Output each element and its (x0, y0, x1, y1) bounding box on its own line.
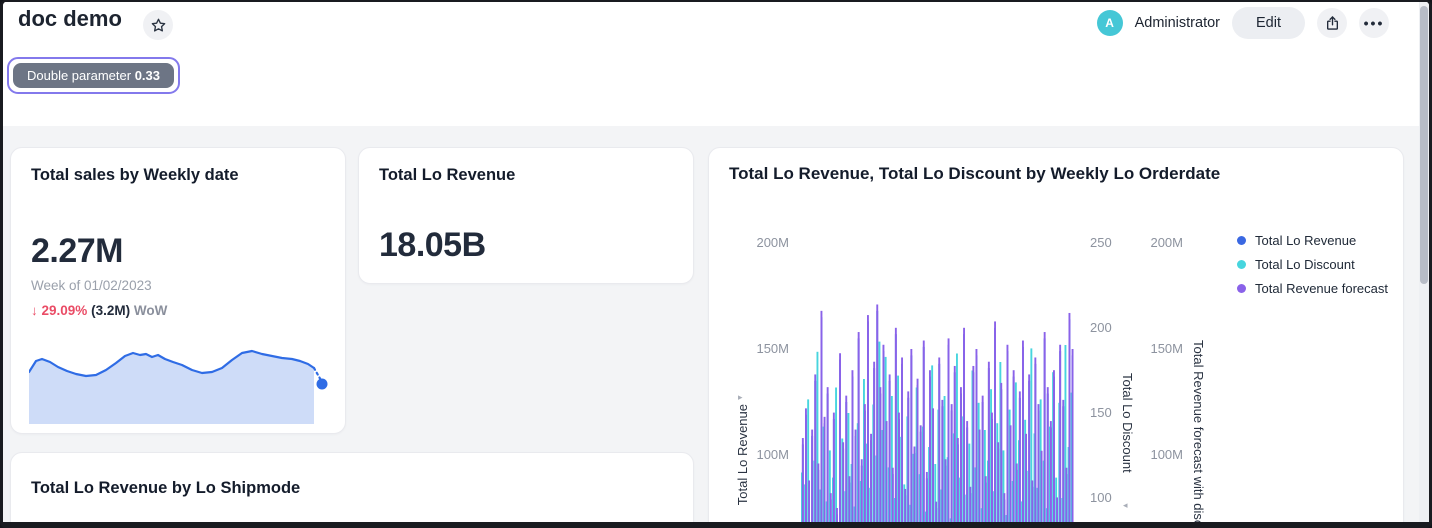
card-total-sales: Total sales by Weekly date 2.27M Week of… (10, 147, 346, 434)
favorite-star-button[interactable] (143, 10, 173, 40)
discount-axis-label: Total Lo Discount (1120, 373, 1135, 473)
parameter-chip-value: 0.33 (134, 68, 160, 83)
combo-bars-chart[interactable] (799, 233, 1077, 528)
kpi-value: 2.27M (31, 232, 124, 270)
legend-label: Total Lo Discount (1255, 256, 1355, 272)
avatar[interactable]: A (1096, 10, 1123, 36)
legend-label: Total Lo Revenue (1255, 232, 1357, 248)
legend-dot (1237, 283, 1246, 293)
card-title: Total sales by Weekly date (31, 166, 239, 184)
left-axis-tick: 100M (756, 447, 789, 462)
kpi-value: 18.05B (379, 226, 486, 264)
legend: Total Lo Revenue Total Lo Discount Total… (1237, 228, 1388, 300)
forecast-axis-tick: 100M (1150, 447, 1183, 462)
left-axis-tick: 150M (756, 341, 789, 356)
axis-more-arrow-icon: ▸ (738, 392, 743, 402)
page-title: doc demo (18, 6, 122, 31)
parameter-chip[interactable]: Double parameter 0.33 (7, 57, 180, 94)
card-title: Total Lo Revenue (379, 166, 516, 184)
kpi-subtitle: Week of 01/02/2023 (31, 278, 152, 293)
card-shipmode: Total Lo Revenue by Lo Shipmode (10, 452, 694, 522)
arrow-down-icon: ↓ (31, 303, 38, 318)
legend-item[interactable]: Total Lo Revenue (1237, 228, 1388, 252)
card-title: Total Lo Revenue, Total Lo Discount by W… (729, 164, 1221, 183)
discount-axis-tick: 200 (1090, 320, 1112, 335)
card-combo-chart: Total Lo Revenue, Total Lo Discount by W… (708, 147, 1404, 528)
forecast-axis-tick: 150M (1150, 341, 1183, 356)
scrollbar-track[interactable] (1419, 2, 1429, 522)
user-name: Administrator (1134, 15, 1220, 31)
discount-axis-tick: 250 (1090, 235, 1112, 250)
forecast-axis-label: Total Revenue forecast with discount (1191, 340, 1206, 528)
card-title: Total Lo Revenue by Lo Shipmode (31, 479, 301, 497)
change-indicator: ↓ 29.09% (3.2M) WoW (31, 303, 167, 318)
header: doc demo A Administrator Edit ••• Double… (3, 2, 1429, 126)
discount-axis-tick: 100 (1090, 490, 1112, 505)
header-actions: A Administrator Edit ••• (1096, 7, 1389, 39)
delta-absolute: (3.2M) (91, 303, 131, 318)
delta-percent: 29.09% (41, 303, 88, 318)
share-button[interactable] (1317, 8, 1347, 38)
parameter-chip-label: Double parameter (27, 68, 132, 83)
discount-axis-tick: 150 (1090, 405, 1112, 420)
more-options-button[interactable]: ••• (1359, 8, 1389, 38)
star-icon (151, 18, 165, 32)
sales-sparkline-chart[interactable] (27, 342, 331, 424)
left-axis-tick: 200M (756, 235, 789, 250)
legend-label: Total Revenue forecast (1255, 280, 1388, 296)
legend-dot (1237, 235, 1246, 245)
ellipsis-icon: ••• (1363, 15, 1385, 31)
legend-item[interactable]: Total Revenue forecast (1237, 276, 1388, 300)
axis-more-arrow-icon: ◂ (1123, 500, 1128, 510)
legend-dot (1237, 259, 1246, 269)
edit-button[interactable]: Edit (1232, 7, 1305, 39)
share-icon (1326, 16, 1338, 30)
delta-period: WoW (133, 303, 168, 318)
card-total-lo-revenue: Total Lo Revenue 18.05B (358, 147, 694, 284)
forecast-axis-tick: 200M (1150, 235, 1183, 250)
scrollbar-thumb[interactable] (1420, 6, 1428, 284)
legend-item[interactable]: Total Lo Discount (1237, 252, 1388, 276)
left-axis-label: Total Lo Revenue (735, 404, 750, 506)
